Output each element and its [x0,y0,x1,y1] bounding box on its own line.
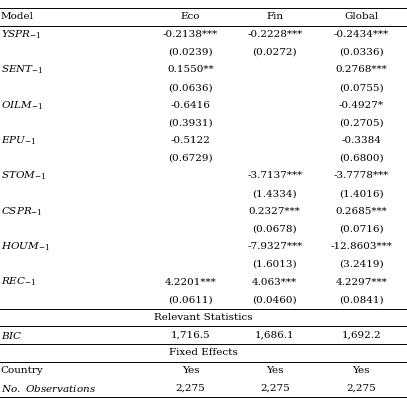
Text: Yes: Yes [182,366,199,375]
Text: (1.6013): (1.6013) [252,260,297,269]
Text: -0.3384: -0.3384 [341,136,381,145]
Text: 0.2685***: 0.2685*** [335,207,387,216]
Text: (0.0716): (0.0716) [339,225,384,233]
Text: $STOM_{-1}$: $STOM_{-1}$ [1,170,46,182]
Text: 1,716.5: 1,716.5 [171,330,210,340]
Text: 2,275: 2,275 [260,384,290,393]
Text: (0.0272): (0.0272) [252,48,297,57]
Text: -0.4927*: -0.4927* [339,101,384,110]
Text: 0.1550**: 0.1550** [167,65,214,75]
Text: 1,692.2: 1,692.2 [341,330,381,340]
Text: $BIC$: $BIC$ [1,330,22,340]
Text: (0.0460): (0.0460) [252,295,297,304]
Text: -0.2434***: -0.2434*** [334,30,389,39]
Text: (0.0611): (0.0611) [168,295,213,304]
Text: 4.063***: 4.063*** [252,277,297,287]
Text: 4.2201***: 4.2201*** [164,277,217,287]
Text: $OILM_{-1}$: $OILM_{-1}$ [1,99,43,111]
Text: Yes: Yes [266,366,283,375]
Text: -0.2228***: -0.2228*** [247,30,302,39]
Text: -7.9327***: -7.9327*** [247,242,302,251]
Text: -0.5122: -0.5122 [171,136,210,145]
Text: 1,686.1: 1,686.1 [255,330,295,340]
Text: Country: Country [1,366,44,375]
Text: Model: Model [1,12,34,21]
Text: (0.6800): (0.6800) [339,154,384,163]
Text: $SENT_{-1}$: $SENT_{-1}$ [1,64,43,76]
Text: $EPU_{-1}$: $EPU_{-1}$ [1,134,36,147]
Text: -0.6416: -0.6416 [171,101,210,110]
Text: Relevant Statistics: Relevant Statistics [154,313,253,322]
Text: (1.4016): (1.4016) [339,189,384,198]
Text: (0.0636): (0.0636) [168,83,213,92]
Text: -12.8603***: -12.8603*** [330,242,392,251]
Text: 0.2327***: 0.2327*** [249,207,301,216]
Text: Eco: Eco [181,12,200,21]
Text: $\mathit{No.\ Observations}$: $\mathit{No.\ Observations}$ [1,383,96,394]
Text: Fin: Fin [266,12,283,21]
Text: (0.3931): (0.3931) [168,118,213,128]
Text: Yes: Yes [353,366,370,375]
Text: Fixed Effects: Fixed Effects [169,348,238,357]
Text: (0.0755): (0.0755) [339,83,384,92]
Text: (1.4334): (1.4334) [252,189,297,198]
Text: (0.2705): (0.2705) [339,118,384,128]
Text: (0.0336): (0.0336) [339,48,384,57]
Text: $YSPR_{-1}$: $YSPR_{-1}$ [1,28,42,41]
Text: (3.2419): (3.2419) [339,260,384,269]
Text: (0.6729): (0.6729) [168,154,213,163]
Text: -0.2138***: -0.2138*** [163,30,218,39]
Text: (0.0678): (0.0678) [252,225,297,233]
Text: 2,275: 2,275 [346,384,376,393]
Text: (0.0239): (0.0239) [168,48,213,57]
Text: -3.7137***: -3.7137*** [247,172,302,180]
Text: $CSPR_{-1}$: $CSPR_{-1}$ [1,205,42,218]
Text: Global: Global [344,12,379,21]
Text: 4.2297***: 4.2297*** [335,277,387,287]
Text: (0.0841): (0.0841) [339,295,384,304]
Text: 2,275: 2,275 [175,384,206,393]
Text: $REC_{-1}$: $REC_{-1}$ [1,276,36,288]
Text: -3.7778***: -3.7778*** [334,172,389,180]
Text: $HOUM_{-1}$: $HOUM_{-1}$ [1,241,50,253]
Text: 0.2768***: 0.2768*** [335,65,387,75]
